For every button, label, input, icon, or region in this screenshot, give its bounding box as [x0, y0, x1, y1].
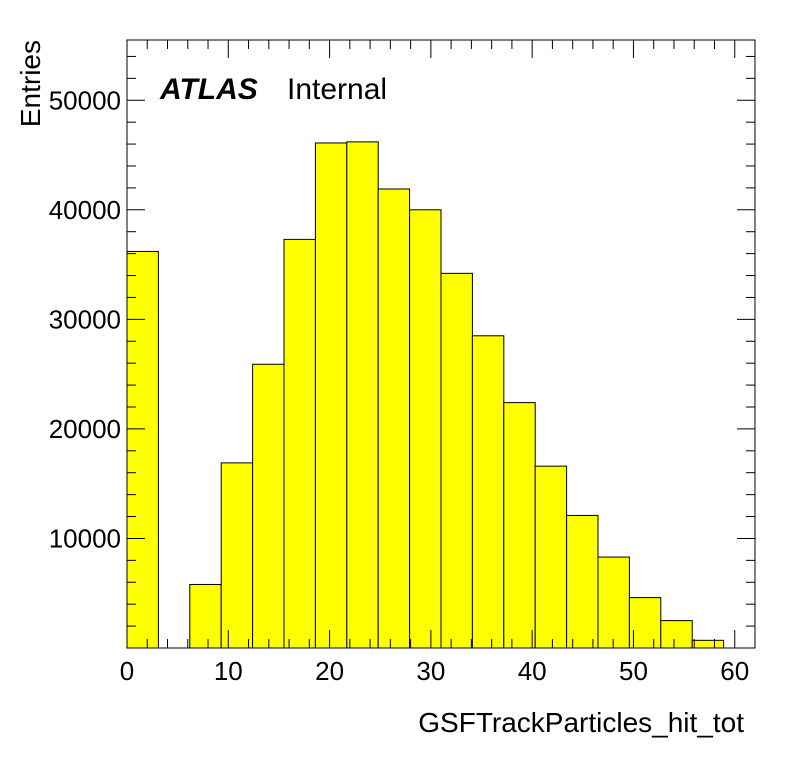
histogram-bars — [126, 141, 725, 649]
plot-frame — [126, 39, 756, 649]
histogram-bar — [503, 402, 536, 649]
histogram-bar — [126, 250, 159, 649]
histogram-bar — [597, 556, 630, 649]
histogram-bar — [534, 465, 568, 649]
histogram-bar — [377, 188, 411, 649]
histogram-bar — [440, 272, 473, 649]
histogram-bar — [660, 620, 693, 649]
histogram-bar — [346, 141, 379, 649]
atlas-label: ATLAS — [159, 73, 258, 106]
y-tick-label: 20000 — [49, 414, 121, 444]
y-tick-label: 10000 — [49, 523, 121, 553]
tick-labels: 0 10 20 30 40 50 60 10000 20000 30000 40000 50000 — [49, 85, 750, 686]
x-tick-label: 0 — [120, 656, 134, 686]
y-tick-label: 50000 — [49, 85, 121, 115]
histogram-bar — [566, 514, 599, 649]
y-tick-label: 40000 — [49, 195, 121, 225]
x-tick-label: 60 — [720, 656, 749, 686]
x-tick-label: 50 — [619, 656, 648, 686]
x-tick-label: 10 — [214, 656, 243, 686]
histogram-bar — [314, 142, 348, 649]
internal-label: Internal — [287, 73, 387, 106]
y-tick-label: 30000 — [49, 304, 121, 334]
axis-ticks — [126, 40, 756, 648]
histogram-bar — [628, 597, 662, 649]
histogram-bar — [220, 462, 254, 649]
x-tick-label: 40 — [518, 656, 547, 686]
x-axis-label: GSFTrackParticles_hit_tot — [418, 707, 744, 738]
histogram-bar — [691, 639, 725, 649]
histogram-bar — [189, 583, 222, 649]
x-tick-label: 30 — [416, 656, 445, 686]
histogram-bar — [471, 335, 505, 649]
histogram-bar — [252, 363, 285, 649]
y-axis-label: Entries — [15, 40, 46, 127]
histogram-bar — [283, 238, 316, 649]
histogram-bar — [409, 209, 442, 649]
x-tick-label: 20 — [315, 656, 344, 686]
